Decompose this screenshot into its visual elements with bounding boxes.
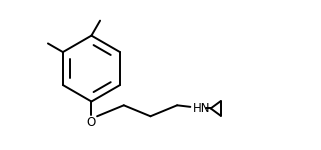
Text: O: O [87,116,96,129]
Text: HN: HN [193,102,210,115]
